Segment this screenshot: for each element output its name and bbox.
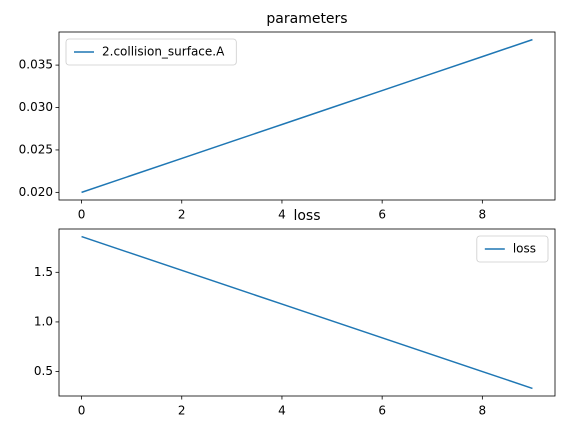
y-tick-label: 0.5 bbox=[34, 364, 53, 378]
axes-frame bbox=[58, 31, 556, 201]
x-tick-label: 8 bbox=[479, 208, 487, 222]
x-tick-label: 2 bbox=[178, 404, 186, 418]
y-tick-label: 0.020 bbox=[19, 185, 53, 199]
y-tick-label: 1.0 bbox=[34, 314, 53, 328]
data-line bbox=[81, 38, 533, 194]
x-tick-label: 2 bbox=[178, 208, 186, 222]
x-tick-label: 0 bbox=[78, 208, 86, 222]
legend-box bbox=[65, 38, 237, 66]
legend-box bbox=[476, 235, 549, 263]
legend-label: loss bbox=[513, 242, 536, 256]
legend-label: 2.collision_surface.A bbox=[102, 45, 225, 59]
data-line bbox=[81, 235, 533, 390]
chart-title: loss bbox=[293, 208, 320, 224]
x-tick-label: 8 bbox=[479, 404, 487, 418]
y-tick-label: 1.5 bbox=[34, 265, 53, 279]
y-tick-label: 0.035 bbox=[19, 58, 53, 72]
y-tick-label: 0.030 bbox=[19, 100, 53, 114]
x-tick-label: 6 bbox=[378, 208, 386, 222]
x-tick-label: 4 bbox=[278, 404, 286, 418]
x-tick-label: 0 bbox=[78, 404, 86, 418]
chart-title: parameters bbox=[266, 11, 347, 27]
y-tick-label: 0.025 bbox=[19, 142, 53, 156]
axes-frame bbox=[58, 228, 556, 397]
x-tick-label: 6 bbox=[378, 404, 386, 418]
x-tick-label: 4 bbox=[278, 208, 286, 222]
